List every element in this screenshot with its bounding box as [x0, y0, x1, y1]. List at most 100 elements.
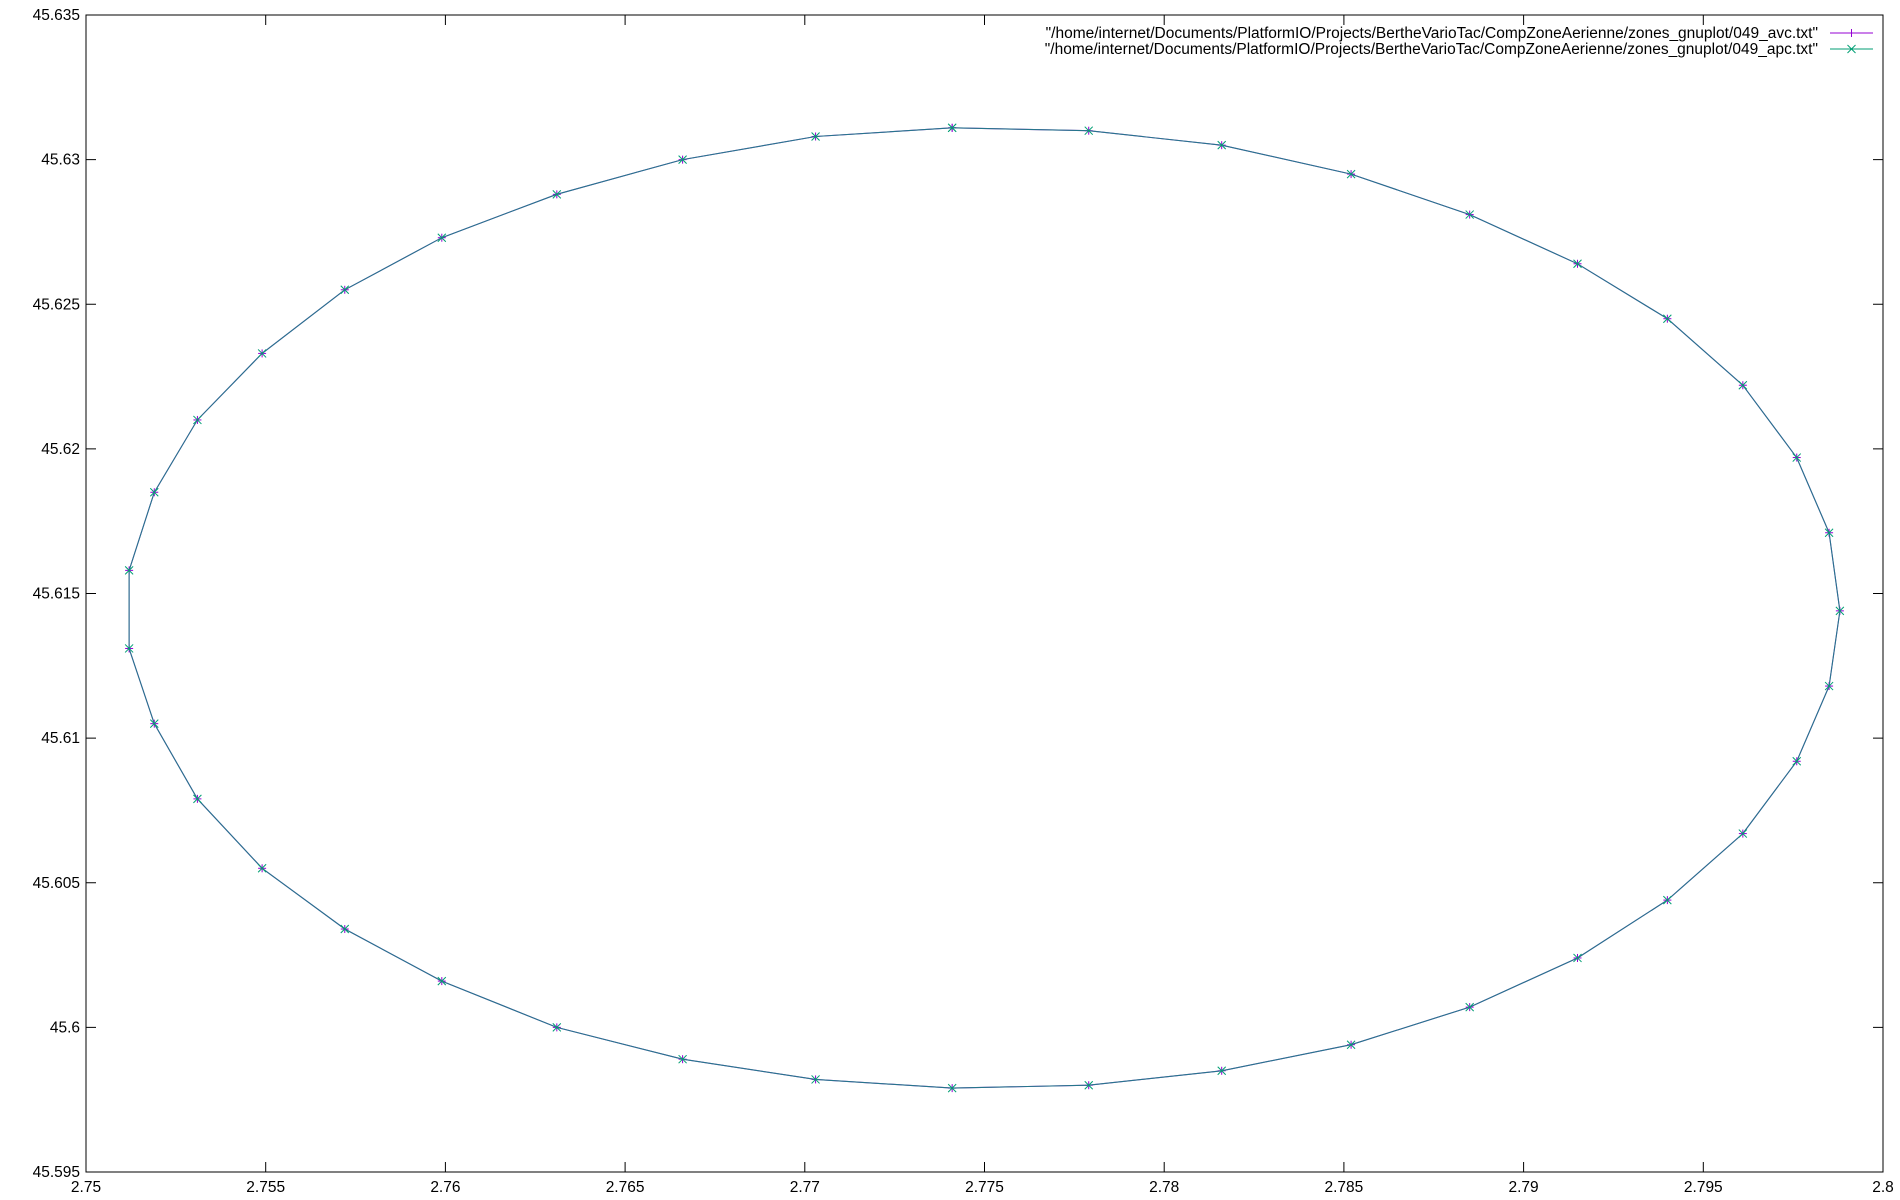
y-tick-label: 45.605: [33, 875, 80, 892]
marker-stroke: [1847, 44, 1856, 54]
data-point: [257, 349, 267, 358]
marker-stroke: [257, 863, 267, 873]
data-point: [678, 155, 687, 164]
marker-stroke: [1217, 1066, 1227, 1076]
marker-stroke: [1738, 380, 1748, 390]
data-point: [1792, 756, 1802, 766]
data-point: [1217, 140, 1227, 150]
data-point: [1663, 314, 1672, 324]
legend-marker: [1847, 44, 1856, 54]
data-point: [1465, 210, 1475, 219]
data-point: [149, 487, 159, 497]
marker-stroke: [1465, 210, 1475, 219]
marker-stroke: [1217, 140, 1227, 150]
x-tick-label: 2.8: [1872, 1179, 1894, 1196]
marker-stroke: [1663, 314, 1672, 324]
data-point: [1346, 169, 1356, 179]
data-point: [257, 863, 267, 873]
data-point: [340, 924, 350, 934]
marker-stroke: [552, 1023, 562, 1032]
marker-stroke: [1465, 1002, 1475, 1012]
marker-stroke: [811, 132, 820, 141]
marker-stroke: [1573, 259, 1582, 269]
marker-stroke: [1346, 169, 1356, 179]
data-point: [1792, 453, 1802, 462]
marker-stroke: [1346, 1040, 1356, 1050]
marker-stroke: [193, 794, 202, 804]
data-point: [1738, 380, 1748, 390]
marker-stroke: [1738, 829, 1748, 838]
marker-stroke: [947, 123, 957, 133]
marker-stroke: [124, 644, 134, 653]
marker-stroke: [124, 566, 134, 575]
data-point: [1824, 681, 1834, 691]
x-tick-label: 2.77: [790, 1179, 820, 1196]
y-tick-label: 45.62: [41, 441, 80, 458]
data-point: [947, 123, 957, 133]
plot-frame: [85, 14, 1884, 1173]
marker-stroke: [437, 976, 447, 986]
x-tick-label: 2.75: [71, 1179, 101, 1196]
data-point: [340, 285, 350, 295]
marker-stroke: [1084, 126, 1094, 136]
y-tick-label: 45.61: [41, 730, 80, 747]
marker-stroke: [811, 1075, 820, 1084]
marker-stroke: [340, 924, 350, 934]
data-point: [552, 189, 562, 199]
marker-stroke: [1835, 606, 1845, 616]
marker-stroke: [1824, 681, 1834, 691]
marker-stroke: [678, 155, 687, 164]
y-tick-label: 45.625: [33, 296, 80, 313]
marker-stroke: [149, 719, 159, 729]
data-point: [193, 415, 202, 425]
legend-entry-2: "/home/internet/Documents/PlatformIO/Pro…: [1045, 41, 1873, 58]
data-point: [1663, 895, 1672, 905]
marker-stroke: [149, 487, 159, 497]
data-point: [947, 1083, 957, 1093]
x-tick-label: 2.76: [430, 1179, 460, 1196]
legend-label: "/home/internet/Documents/PlatformIO/Pro…: [1046, 25, 1818, 42]
marker-stroke: [193, 415, 202, 425]
data-point: [1217, 1066, 1227, 1076]
marker-stroke: [947, 1083, 957, 1093]
y-tick-label: 45.6: [50, 1019, 80, 1036]
marker-stroke: [678, 1054, 687, 1064]
data-point: [678, 1054, 687, 1064]
data-point: [1573, 259, 1582, 269]
data-point: [1738, 829, 1748, 838]
x-tick-label: 2.775: [965, 1179, 1004, 1196]
marker-stroke: [1792, 756, 1802, 766]
data-point: [1346, 1040, 1356, 1050]
legend-entry-1: "/home/internet/Documents/PlatformIO/Pro…: [1046, 25, 1873, 42]
marker-stroke: [1573, 953, 1582, 963]
x-tick-label: 2.785: [1325, 1179, 1364, 1196]
data-point: [1824, 528, 1834, 538]
legend: "/home/internet/Documents/PlatformIO/Pro…: [1045, 25, 1873, 58]
legend-label: "/home/internet/Documents/PlatformIO/Pro…: [1045, 41, 1818, 58]
data-point: [124, 566, 134, 575]
x-tick-label: 2.755: [246, 1179, 285, 1196]
x-tick-label: 2.78: [1149, 1179, 1179, 1196]
data-point: [437, 233, 447, 243]
data-point: [1835, 606, 1845, 616]
data-point: [1084, 126, 1094, 136]
data-point: [437, 976, 447, 986]
marker-stroke: [340, 285, 350, 295]
marker-stroke: [552, 189, 562, 199]
axis-ticks: 2.75 2.755 2.76 2.765 2.77 2.775 2.78 2.785 2.79…: [33, 7, 1894, 1196]
data-point: [149, 719, 159, 729]
series-layer: [124, 123, 1845, 1093]
data-point: [124, 644, 134, 653]
marker-stroke: [1792, 453, 1802, 462]
y-tick-label: 45.615: [33, 586, 80, 603]
data-point: [1465, 1002, 1475, 1012]
marker-stroke: [257, 349, 267, 358]
data-point: [1573, 953, 1582, 963]
y-tick-label: 45.595: [33, 1164, 80, 1181]
series-2: [124, 123, 1845, 1093]
data-point: [811, 1075, 820, 1084]
data-point: [552, 1023, 562, 1032]
data-point: [1084, 1080, 1094, 1090]
